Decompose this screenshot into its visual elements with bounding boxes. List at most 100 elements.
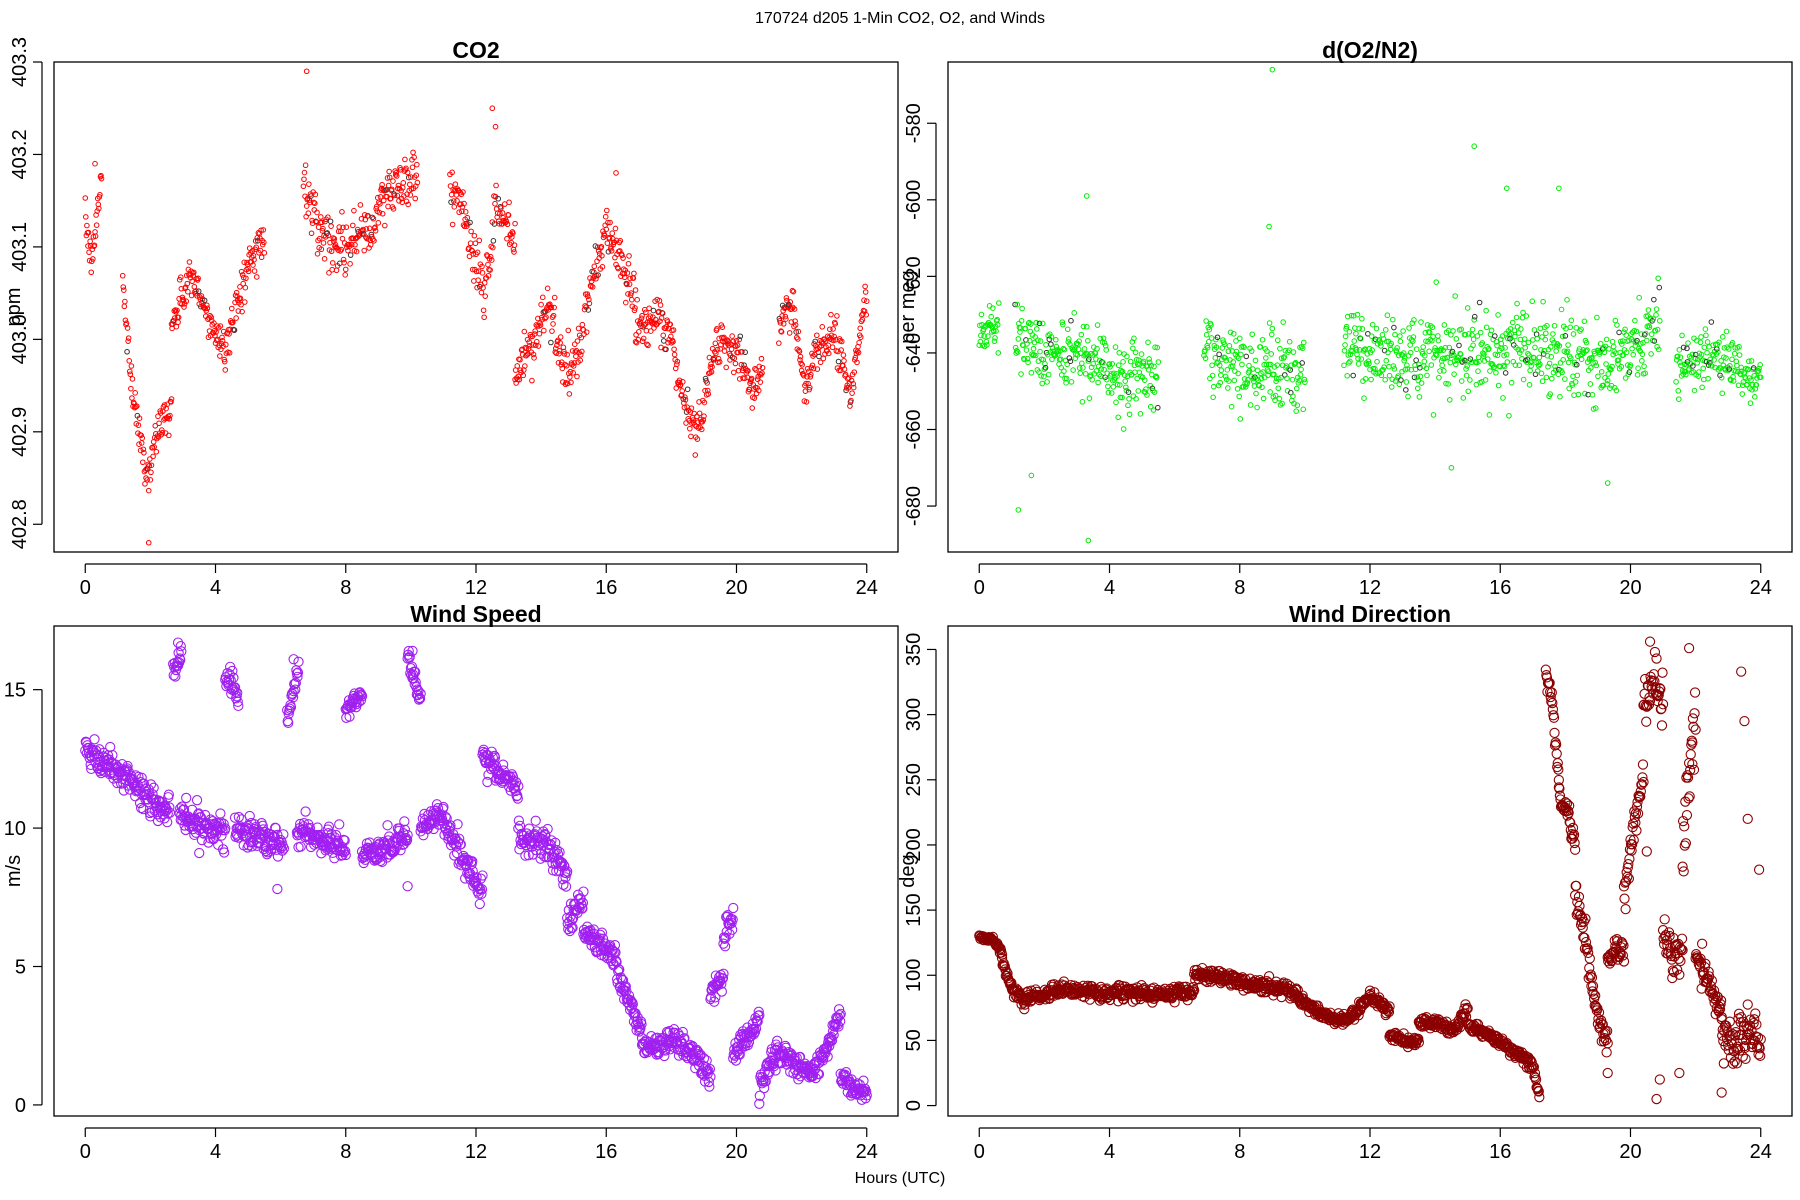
- co2-point: [222, 367, 229, 373]
- o2-point: [1281, 354, 1288, 360]
- co2-point: [321, 256, 328, 262]
- co2-point: [228, 305, 235, 312]
- wind-speed-point: [191, 795, 203, 806]
- wind-speed-point: [710, 992, 721, 1003]
- o2-point: [1525, 350, 1531, 357]
- o2-point: [1556, 185, 1562, 192]
- o2-point: [1654, 326, 1661, 333]
- co2-point: [467, 219, 473, 226]
- o2-point: [1471, 143, 1477, 150]
- co2-point: [211, 320, 217, 326]
- o2-y-axis-label: per meg: [897, 270, 919, 343]
- o2-point: [1081, 346, 1088, 352]
- o2-point: [1274, 337, 1281, 344]
- co2-x-tick-label: 16: [595, 577, 617, 599]
- o2-point: [1042, 361, 1048, 367]
- o2-point: [1145, 366, 1152, 373]
- co2-point: [168, 396, 175, 402]
- co2-point: [789, 306, 795, 312]
- o2-point: [1453, 336, 1460, 342]
- co2-point: [684, 386, 691, 393]
- wind-speed-point: [754, 1010, 765, 1021]
- o2-point: [1619, 341, 1625, 347]
- o2-point: [1569, 382, 1576, 388]
- co2-point: [458, 201, 464, 207]
- co2-point: [538, 301, 544, 308]
- co2-point: [347, 261, 353, 267]
- co2-y-tick-label: 402.9: [9, 407, 31, 457]
- o2-point: [991, 338, 998, 345]
- co2-point: [217, 353, 223, 359]
- co2-point: [155, 413, 161, 420]
- wind-direction-point: [1413, 1037, 1424, 1048]
- co2-point: [548, 304, 555, 311]
- o2-point: [1108, 390, 1115, 396]
- co2-point: [139, 459, 146, 466]
- o2-point: [1280, 319, 1286, 325]
- co2-point: [492, 200, 498, 207]
- co2-point: [145, 539, 152, 546]
- o2-point: [1294, 402, 1301, 409]
- o2-point: [1521, 336, 1528, 342]
- o2-point: [1247, 402, 1254, 408]
- o2-point: [1492, 333, 1498, 339]
- o2-point: [1224, 367, 1231, 373]
- o2-point: [1691, 387, 1698, 394]
- co2-point: [835, 348, 841, 355]
- co2-point: [511, 249, 517, 255]
- wind-speed-point: [476, 884, 488, 895]
- o2-point: [1411, 374, 1418, 381]
- o2-point: [1703, 332, 1709, 339]
- co2-point: [694, 436, 701, 442]
- co2-point: [338, 246, 345, 253]
- wind-speed-point: [144, 807, 155, 819]
- o2-point: [1406, 325, 1412, 331]
- wind-speed-point: [861, 1086, 872, 1097]
- o2-point: [1413, 346, 1420, 352]
- o2-point: [985, 333, 991, 340]
- o2-point: [1610, 351, 1616, 358]
- wind-direction-x-tick-label: 8: [1234, 1141, 1245, 1163]
- o2-point: [1341, 347, 1348, 354]
- co2-point: [817, 359, 824, 366]
- co2-point: [633, 339, 640, 346]
- o2-point: [1552, 363, 1558, 370]
- co2-point: [550, 312, 557, 319]
- o2-point: [1547, 391, 1553, 397]
- co2-point: [166, 416, 173, 422]
- co2-point: [376, 209, 383, 216]
- o2-point: [1646, 324, 1653, 331]
- o2-point: [1416, 361, 1422, 368]
- o2-point: [1115, 414, 1121, 421]
- co2-point: [369, 214, 376, 221]
- o2-point: [1036, 320, 1043, 327]
- o2-point: [1456, 342, 1462, 349]
- co2-point: [863, 298, 870, 305]
- co2-point: [522, 363, 528, 369]
- wind-speed-point: [164, 807, 176, 818]
- wind-speed-point: [438, 801, 449, 813]
- o2-point: [1423, 365, 1430, 372]
- o2-point: [1581, 318, 1588, 325]
- o2-point: [1584, 347, 1590, 353]
- wind-speed-point: [614, 964, 625, 975]
- o2-point: [1237, 416, 1244, 422]
- wind-speed-point: [148, 782, 159, 793]
- wind-speed-point: [597, 933, 609, 944]
- co2-point: [308, 230, 315, 237]
- wind-speed-point: [136, 772, 147, 783]
- wind-speed-point: [559, 861, 570, 872]
- wind-speed-point: [482, 776, 493, 788]
- o2-point: [1467, 377, 1473, 383]
- o2-point: [1069, 346, 1076, 353]
- co2-point: [657, 318, 663, 324]
- o2-point: [1380, 366, 1386, 373]
- o2-point: [1484, 356, 1491, 362]
- o2-point: [1426, 329, 1433, 336]
- co2-point: [136, 441, 142, 448]
- wind-speed-point: [523, 850, 534, 861]
- o2-point: [1421, 358, 1428, 365]
- co2-point: [517, 367, 524, 374]
